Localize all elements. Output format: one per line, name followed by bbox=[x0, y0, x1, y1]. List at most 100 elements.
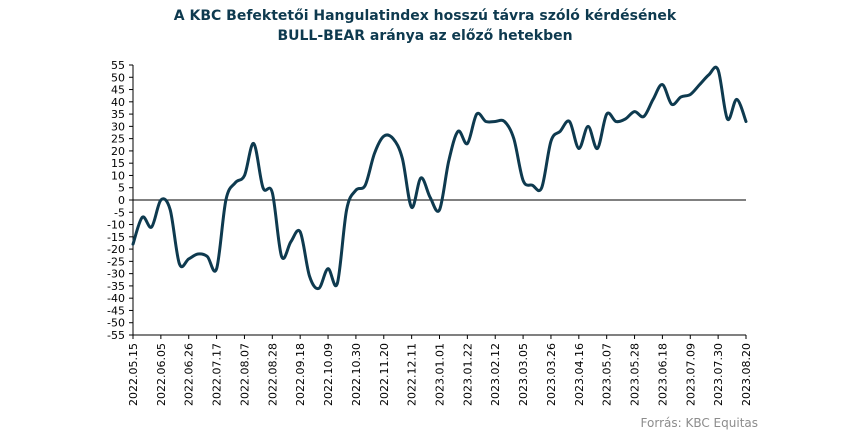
data-point bbox=[736, 98, 738, 100]
data-point bbox=[476, 113, 478, 115]
y-tick-label: 20 bbox=[111, 145, 125, 158]
y-tick-label: -5 bbox=[114, 206, 125, 219]
data-point bbox=[206, 255, 208, 258]
data-point bbox=[587, 125, 589, 127]
y-tick-label: 50 bbox=[111, 71, 125, 84]
chart-title-line-1: A KBC Befektetői Hangulatindex hosszú tá… bbox=[173, 8, 677, 24]
y-tick-label: 55 bbox=[111, 59, 125, 72]
x-tick-label: 2022.10.09 bbox=[322, 343, 335, 406]
x-tick-label: 2022.11.20 bbox=[378, 343, 391, 406]
data-point bbox=[299, 231, 301, 233]
data-point bbox=[671, 103, 673, 105]
x-tick-label: 2022.07.17 bbox=[211, 343, 224, 406]
y-tick-label: -35 bbox=[107, 280, 125, 293]
x-tick-label: 2022.10.30 bbox=[350, 343, 363, 406]
data-point bbox=[271, 192, 273, 194]
y-tick-label: -50 bbox=[107, 317, 125, 330]
data-point bbox=[383, 135, 385, 137]
data-point bbox=[466, 142, 468, 145]
series-line-0 bbox=[131, 65, 748, 291]
data-point bbox=[346, 209, 348, 211]
data-point bbox=[559, 130, 561, 132]
y-tick-label: 25 bbox=[111, 133, 125, 146]
data-point bbox=[717, 69, 719, 71]
data-point bbox=[429, 196, 431, 199]
data-point bbox=[216, 268, 218, 270]
data-point bbox=[169, 209, 171, 211]
x-tick-label: 2023.04.16 bbox=[573, 343, 586, 406]
y-tick-label: -30 bbox=[107, 268, 125, 281]
data-point bbox=[522, 179, 524, 181]
y-tick-label: 15 bbox=[111, 157, 125, 170]
x-tick-label: 2023.07.30 bbox=[712, 343, 725, 406]
y-tick-label: 45 bbox=[111, 84, 125, 97]
source-note: Forrás: KBC Equitas bbox=[640, 416, 758, 430]
data-point bbox=[745, 120, 747, 123]
data-point bbox=[318, 287, 320, 289]
x-tick-label: 2023.08.20 bbox=[740, 343, 753, 406]
data-point bbox=[411, 206, 413, 208]
x-axis: 2022.05.15 2022.06.05 2022.06.26 2022.07.17… bbox=[127, 334, 753, 406]
data-point bbox=[234, 182, 236, 184]
data-point bbox=[401, 157, 403, 159]
data-point bbox=[661, 84, 664, 86]
data-point bbox=[615, 120, 617, 123]
data-point bbox=[243, 174, 246, 177]
data-point bbox=[448, 160, 450, 162]
y-tick-label: 0 bbox=[118, 194, 125, 207]
data-point bbox=[438, 209, 441, 211]
x-tick-label: 2023.02.12 bbox=[489, 343, 502, 406]
x-tick-label: 2022.12.11 bbox=[406, 343, 419, 406]
y-tick-label: -40 bbox=[107, 292, 125, 305]
data-point bbox=[290, 241, 292, 243]
data-point bbox=[336, 282, 338, 285]
data-point bbox=[160, 199, 162, 201]
data-point bbox=[643, 115, 645, 118]
data-point bbox=[652, 98, 654, 100]
data-point bbox=[457, 130, 459, 132]
data-point bbox=[151, 226, 153, 228]
data-point bbox=[513, 138, 515, 140]
plot-area bbox=[131, 65, 748, 291]
chart-title-line-2: BULL-BEAR aránya az előző hetekben bbox=[277, 28, 573, 44]
data-point bbox=[188, 258, 190, 260]
data-point bbox=[531, 184, 534, 186]
y-tick-label: -15 bbox=[107, 231, 125, 244]
data-point bbox=[420, 177, 422, 179]
x-tick-label: 2023.01.01 bbox=[434, 343, 447, 406]
data-point bbox=[178, 263, 180, 265]
x-tick-label: 2022.05.15 bbox=[127, 343, 140, 406]
y-tick-label: 40 bbox=[111, 96, 125, 109]
data-point bbox=[568, 120, 571, 123]
data-point bbox=[596, 147, 599, 150]
data-point bbox=[308, 275, 311, 277]
data-point bbox=[550, 140, 552, 142]
y-tick-label: 5 bbox=[118, 182, 125, 195]
data-point bbox=[132, 243, 134, 245]
data-point bbox=[689, 93, 691, 96]
data-point bbox=[392, 138, 394, 140]
data-point bbox=[355, 189, 357, 191]
x-tick-label: 2023.03.26 bbox=[545, 343, 558, 406]
x-tick-label: 2022.09.18 bbox=[294, 343, 307, 406]
data-point bbox=[225, 199, 227, 201]
x-tick-label: 2022.08.07 bbox=[238, 343, 251, 406]
x-tick-label: 2023.07.09 bbox=[684, 343, 697, 406]
data-point bbox=[364, 184, 366, 186]
data-point bbox=[253, 142, 255, 145]
data-point bbox=[373, 152, 376, 154]
x-tick-label: 2023.03.05 bbox=[517, 343, 530, 406]
data-point bbox=[606, 113, 608, 115]
x-tick-label: 2023.05.28 bbox=[629, 343, 642, 406]
data-point bbox=[327, 268, 329, 270]
data-point bbox=[485, 120, 487, 123]
data-point bbox=[141, 216, 143, 218]
data-point bbox=[633, 111, 636, 113]
y-tick-label: -25 bbox=[107, 255, 125, 268]
data-point bbox=[708, 74, 710, 76]
y-tick-label: -10 bbox=[107, 219, 125, 232]
data-point bbox=[197, 253, 199, 255]
x-tick-label: 2022.06.26 bbox=[183, 343, 196, 406]
y-tick-label: -45 bbox=[107, 304, 125, 317]
y-tick-label: 30 bbox=[111, 120, 125, 133]
